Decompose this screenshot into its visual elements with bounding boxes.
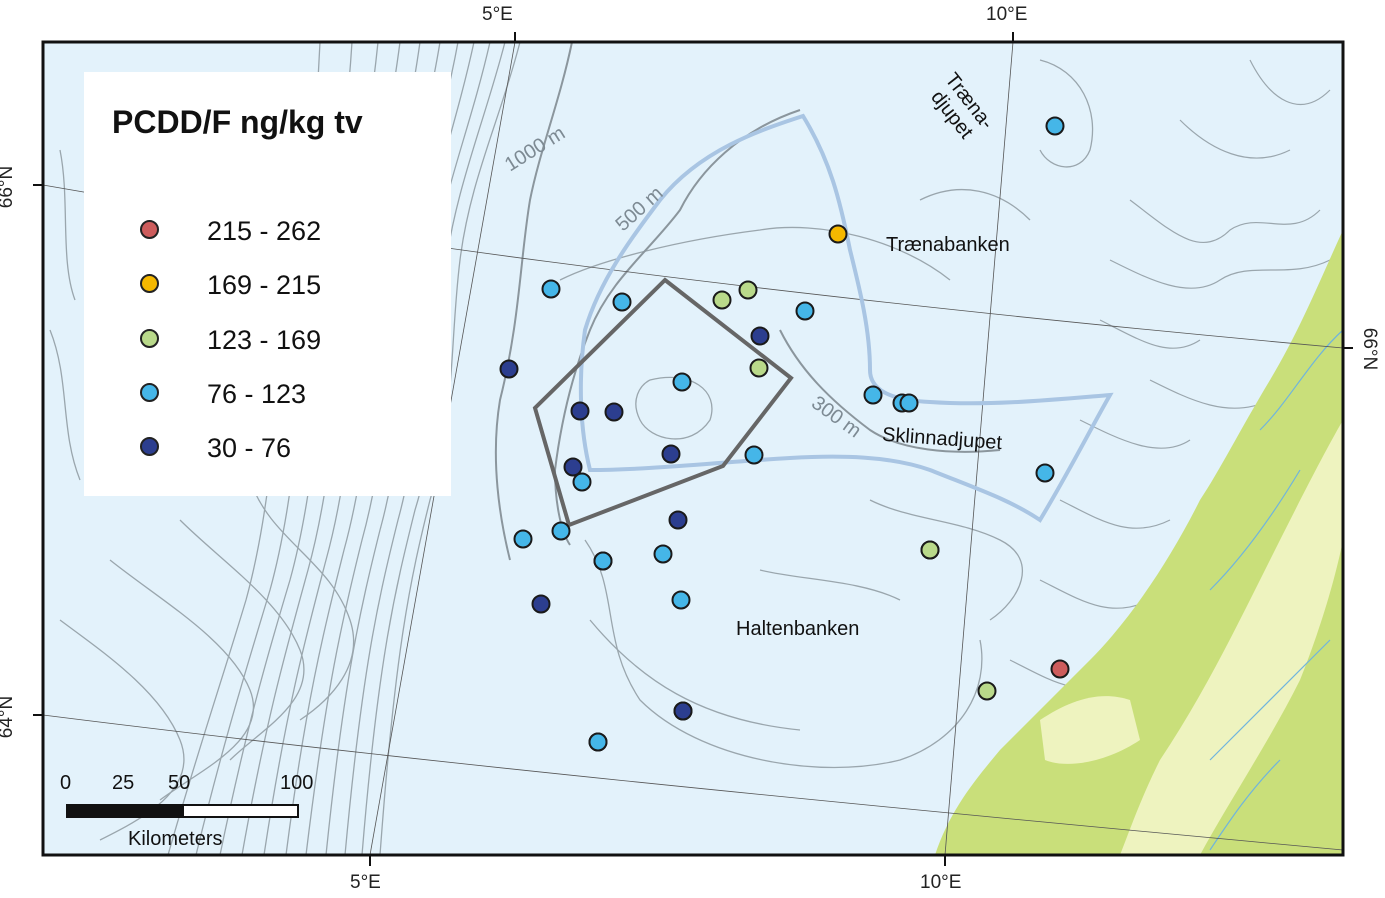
sample-point: [1045, 116, 1065, 136]
sample-point: [828, 224, 848, 244]
legend-title: PCDD/F ng/kg tv: [112, 104, 363, 140]
sample-point: [531, 594, 551, 614]
sample-point: [513, 529, 533, 549]
survey-polygon: [532, 277, 794, 528]
sample-point: [661, 444, 681, 464]
sample-points: [499, 116, 1070, 752]
land-light-patches: [1120, 420, 1343, 855]
study-area-outline: [578, 113, 1114, 523]
sample-point: [863, 385, 883, 405]
sample-point: [795, 301, 815, 321]
sample-point: [653, 544, 673, 564]
contour-300m: [779, 329, 1001, 453]
legend-label: 169 - 215: [207, 270, 322, 300]
sample-point: [1035, 463, 1055, 483]
lon-label-top-5e: 5°E: [482, 4, 513, 25]
sample-point: [551, 521, 571, 541]
sample-point: [744, 445, 764, 465]
sample-point: [572, 472, 592, 492]
scale-units: Kilometers: [128, 828, 223, 850]
land-light-patch-2: [1040, 696, 1140, 764]
lon-label-bottom-10e: 10°E: [920, 872, 962, 893]
contour-1000m: [494, 41, 573, 561]
scale-bar: 0 25 50 100 Kilometers: [52, 772, 322, 852]
legend-label: 215 - 262: [207, 216, 322, 246]
legend-dot: [140, 383, 159, 402]
sample-point: [499, 359, 519, 379]
sample-point: [593, 551, 613, 571]
lat-label-right-66n: 66°N: [1359, 327, 1381, 371]
sample-point: [738, 280, 758, 300]
sample-point: [563, 457, 583, 477]
sample-point: [977, 681, 997, 701]
scale-segment-1: [68, 806, 126, 816]
sample-point: [588, 732, 608, 752]
frame-ticks: [33, 32, 1353, 866]
legend-label: 30 - 76: [207, 433, 292, 463]
lat-label-left-64n: 64°N: [0, 695, 18, 739]
lon-label-bottom-5e: 5°E: [350, 872, 381, 893]
scale-tick-0: 0: [60, 772, 72, 794]
sample-point: [673, 701, 693, 721]
sample-point: [541, 279, 561, 299]
sample-point: [672, 372, 692, 392]
sample-point: [570, 401, 590, 421]
place-traenabanken: Trænabanken: [886, 234, 1010, 256]
sample-point: [899, 393, 919, 413]
lon-label-top-10e: 10°E: [986, 4, 1028, 25]
scale-segment-2: [126, 806, 184, 816]
scale-bar-graphic: [66, 804, 299, 818]
sample-point: [920, 540, 940, 560]
sample-point: [749, 358, 769, 378]
legend-label: 123 - 169: [207, 325, 322, 355]
rivers: [1209, 329, 1344, 851]
lat-label-left-66n: 66°N: [0, 165, 18, 209]
sample-point: [671, 590, 691, 610]
sample-point: [712, 290, 732, 310]
sample-point: [612, 292, 632, 312]
sample-point: [668, 510, 688, 530]
place-haltenbanken: Haltenbanken: [736, 618, 860, 640]
scale-tick-25: 25: [112, 772, 135, 794]
legend-dot: [140, 437, 159, 456]
legend-dot: [140, 274, 159, 293]
sample-point: [1050, 659, 1070, 679]
legend-dot: [140, 329, 159, 348]
sample-point: [604, 402, 624, 422]
scale-tick-50: 50: [168, 772, 191, 794]
legend-dot: [140, 220, 159, 239]
map-frame: [41, 40, 1345, 857]
legend-label: 76 - 123: [207, 379, 307, 409]
legend: PCDD/F ng/kg tv 215 - 262 169 - 215 123 …: [84, 72, 451, 496]
scale-tick-100: 100: [280, 772, 314, 794]
sample-point: [750, 326, 770, 346]
